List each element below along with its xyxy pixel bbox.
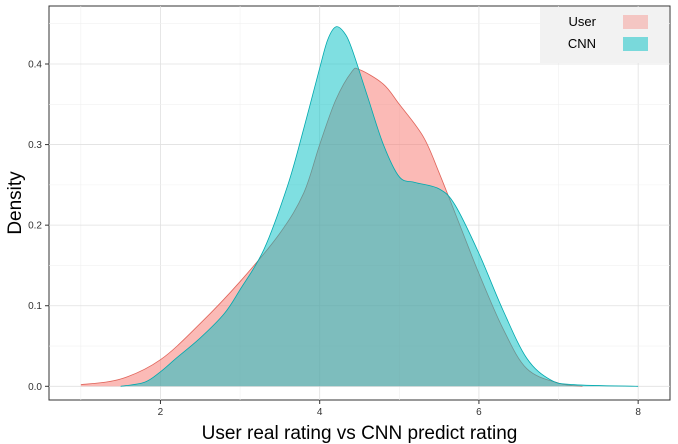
y-tick-label: 0.0	[28, 382, 42, 393]
legend-label-cnn: CNN	[568, 36, 596, 51]
y-tick-label: 0.3	[28, 140, 42, 151]
axes: 2 4 6 8 0.0 0.1 0.2 0.3 0.4	[28, 60, 641, 418]
y-tick-label: 0.2	[28, 221, 42, 232]
x-axis-title: User real rating vs CNN predict rating	[202, 423, 518, 444]
legend: User CNN	[540, 7, 669, 63]
legend-label-user: User	[569, 14, 597, 29]
x-tick-label: 8	[635, 407, 641, 418]
density-line-cnn	[120, 26, 639, 387]
x-tick-label: 4	[317, 407, 323, 418]
series-layer	[80, 26, 639, 387]
legend-swatch-user	[623, 15, 648, 29]
x-tick-label: 6	[476, 407, 482, 418]
density-area-cnn	[120, 26, 639, 387]
legend-box	[540, 7, 669, 63]
y-axis-title: Density	[5, 171, 26, 235]
legend-swatch-cnn	[623, 37, 648, 51]
y-tick-label: 0.4	[28, 60, 42, 71]
y-tick-label: 0.1	[28, 301, 42, 312]
x-tick-label: 2	[158, 407, 164, 418]
